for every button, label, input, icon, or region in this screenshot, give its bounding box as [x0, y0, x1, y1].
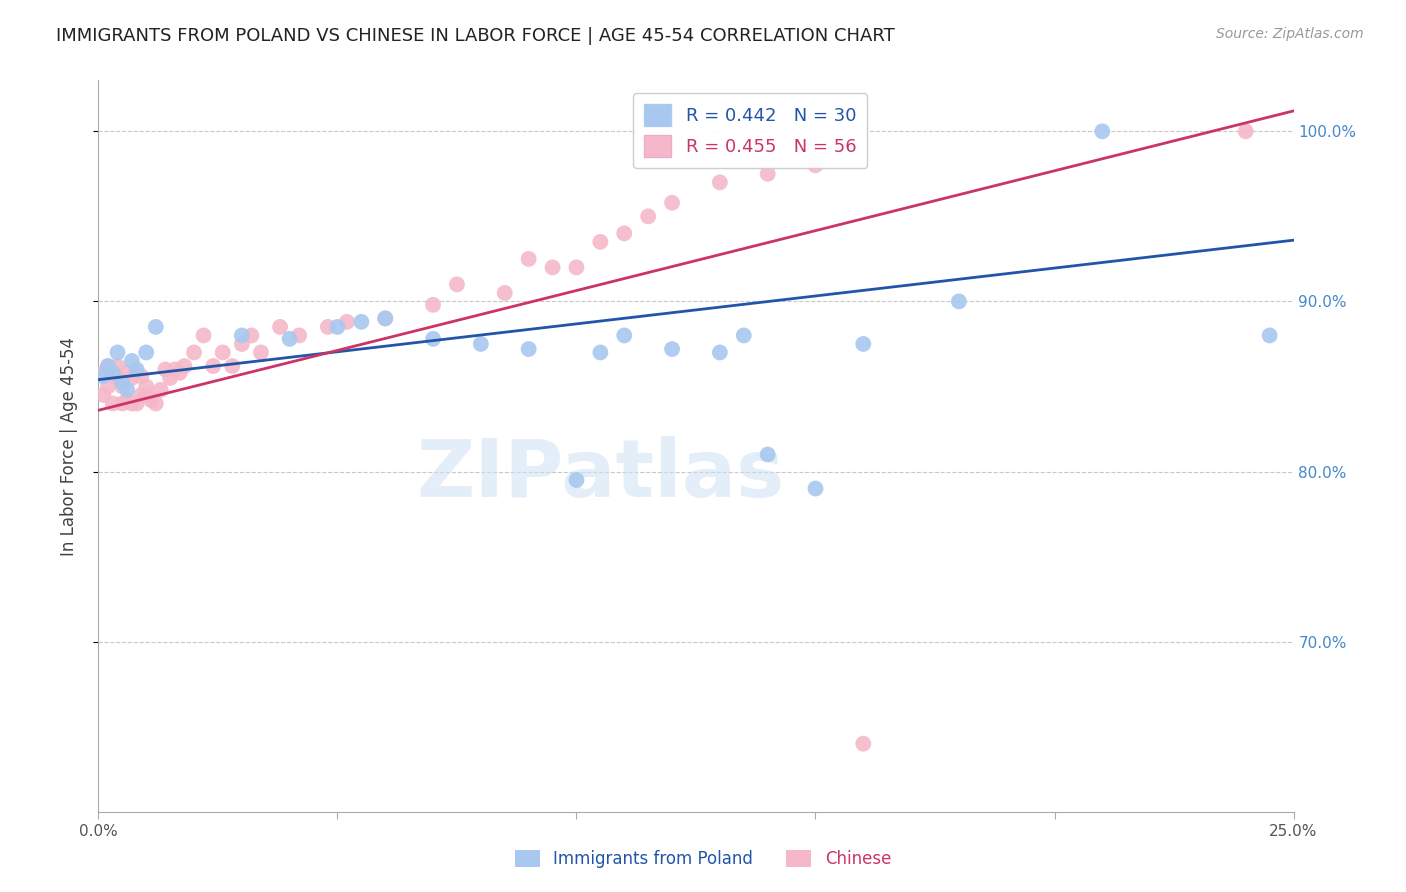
Point [101, 366, 124, 380]
Point [131, 388, 153, 402]
Point [709, 175, 731, 189]
Point [1234, 124, 1257, 138]
Point [589, 235, 612, 249]
Point [278, 332, 301, 346]
Point [756, 167, 779, 181]
Point [541, 260, 564, 275]
Point [637, 210, 659, 224]
Point [107, 359, 129, 373]
Point [231, 328, 253, 343]
Point [948, 294, 970, 309]
Point [125, 366, 148, 380]
Point [173, 359, 195, 373]
Point [131, 369, 153, 384]
Point [422, 298, 444, 312]
Point [589, 345, 612, 359]
Point [446, 277, 468, 292]
Point [149, 383, 172, 397]
Legend: Immigrants from Poland, Chinese: Immigrants from Poland, Chinese [508, 843, 898, 875]
Point [91, 366, 114, 380]
Point [756, 448, 779, 462]
Point [115, 366, 138, 380]
Point [852, 337, 875, 351]
Point [288, 328, 311, 343]
Point [139, 393, 162, 408]
Point [135, 388, 157, 402]
Point [101, 396, 124, 410]
Point [565, 473, 588, 487]
Point [422, 332, 444, 346]
Point [661, 342, 683, 356]
Point [661, 195, 683, 210]
Point [240, 328, 263, 343]
Point [350, 315, 373, 329]
Point [91, 388, 114, 402]
Point [1258, 328, 1281, 343]
Point [125, 362, 148, 376]
Point [211, 345, 233, 359]
Point [565, 260, 588, 275]
Point [269, 320, 291, 334]
Point [709, 345, 731, 359]
Point [804, 482, 827, 496]
Point [111, 376, 134, 390]
Text: Source: ZipAtlas.com: Source: ZipAtlas.com [1216, 27, 1364, 41]
Point [155, 362, 177, 376]
Text: ZIPatlas: ZIPatlas [416, 436, 785, 515]
Point [250, 345, 273, 359]
Point [221, 359, 243, 373]
Point [125, 396, 148, 410]
Point [202, 359, 225, 373]
Point [613, 328, 636, 343]
Point [163, 362, 186, 376]
Point [135, 379, 157, 393]
Point [145, 320, 167, 334]
Point [517, 252, 540, 266]
Point [374, 311, 396, 326]
Point [1091, 124, 1114, 138]
Point [121, 354, 143, 368]
Point [183, 345, 205, 359]
Legend: R = 0.442   N = 30, R = 0.455   N = 56: R = 0.442 N = 30, R = 0.455 N = 56 [633, 93, 868, 168]
Point [101, 366, 124, 380]
Point [115, 393, 138, 408]
Point [135, 345, 157, 359]
Point [107, 371, 129, 385]
Point [494, 285, 516, 300]
Point [231, 337, 253, 351]
Point [326, 320, 349, 334]
Point [470, 337, 492, 351]
Point [97, 359, 120, 373]
Point [159, 371, 181, 385]
Point [121, 396, 143, 410]
Point [852, 737, 875, 751]
Point [145, 396, 167, 410]
Point [107, 345, 129, 359]
Point [316, 320, 339, 334]
Text: IMMIGRANTS FROM POLAND VS CHINESE IN LABOR FORCE | AGE 45-54 CORRELATION CHART: IMMIGRANTS FROM POLAND VS CHINESE IN LAB… [56, 27, 896, 45]
Point [517, 342, 540, 356]
Point [97, 359, 120, 373]
Point [733, 328, 755, 343]
Point [336, 315, 359, 329]
Point [111, 379, 134, 393]
Point [169, 366, 191, 380]
Point [193, 328, 215, 343]
Point [115, 383, 138, 397]
Point [91, 369, 114, 384]
Point [804, 158, 827, 172]
Point [374, 311, 396, 326]
Point [97, 379, 120, 393]
Point [111, 396, 134, 410]
Point [613, 227, 636, 241]
Point [121, 371, 143, 385]
Y-axis label: In Labor Force | Age 45-54: In Labor Force | Age 45-54 [59, 336, 77, 556]
